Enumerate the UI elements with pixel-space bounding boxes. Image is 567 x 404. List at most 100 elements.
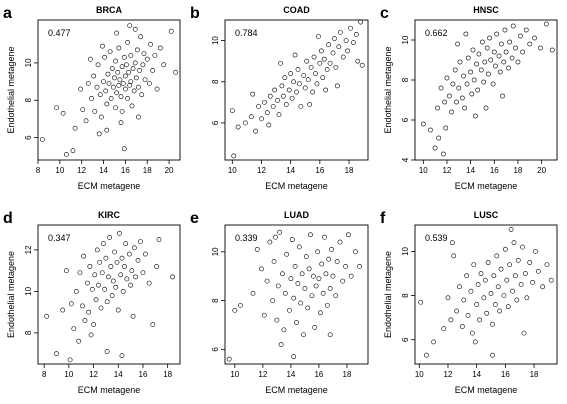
data-point [108, 264, 114, 269]
data-point [80, 107, 86, 112]
data-point [119, 64, 125, 70]
data-point [353, 32, 359, 37]
data-point [330, 273, 336, 279]
y-tick-label: 6 [24, 135, 33, 140]
data-point [154, 86, 160, 92]
y-tick-label: 10 [401, 35, 410, 44]
data-point [321, 56, 327, 62]
data-point [464, 81, 470, 87]
data-point [507, 262, 513, 268]
data-point [457, 284, 462, 290]
data-point [92, 109, 98, 114]
data-point [84, 280, 90, 286]
data-point [118, 120, 124, 126]
data-point [157, 45, 163, 51]
correlation-value: 0.347 [48, 233, 71, 243]
data-point [348, 25, 353, 31]
data-point [128, 53, 134, 58]
data-point [121, 146, 127, 152]
data-point [304, 58, 310, 64]
data-point [114, 90, 120, 96]
data-point [438, 85, 444, 91]
data-point [254, 246, 260, 252]
data-point [343, 38, 349, 43]
y-axis-label: Endothelial metagene [6, 46, 16, 133]
data-point [291, 79, 296, 85]
data-point [119, 255, 125, 261]
data-point [515, 257, 521, 263]
data-point [329, 246, 334, 252]
data-point [514, 297, 520, 303]
data-point [320, 75, 326, 81]
data-point [67, 357, 73, 363]
data-point [357, 264, 362, 269]
x-axis-label: ECM metagene [455, 181, 518, 191]
x-tick-label: 12 [89, 370, 98, 379]
x-axis-label: ECM metagene [78, 181, 141, 191]
data-point [326, 256, 332, 262]
data-point [135, 257, 141, 263]
x-tick-label: 12 [77, 166, 86, 175]
data-point [333, 293, 339, 299]
data-point [478, 271, 484, 276]
data-point [133, 75, 139, 81]
data-point [94, 247, 100, 253]
data-point [103, 255, 109, 261]
x-tick-label: 10 [415, 370, 424, 379]
data-point [282, 75, 288, 81]
data-point [457, 59, 463, 65]
data-point [471, 77, 477, 83]
data-point [431, 339, 437, 345]
correlation-value: 0.784 [235, 28, 258, 38]
y-tick-label: 10 [401, 246, 410, 255]
data-point [105, 71, 111, 77]
data-point [523, 27, 529, 33]
data-point [295, 281, 301, 286]
data-point [452, 67, 458, 73]
data-point [117, 77, 123, 83]
data-point [229, 108, 235, 113]
data-point [89, 286, 95, 292]
data-point [468, 288, 474, 294]
data-point [355, 58, 361, 64]
x-tick-label: 10 [55, 166, 64, 175]
data-point [345, 48, 350, 54]
panel-b: b COAD 0.784 10 12 14 16 18 6 8 10 ECM metagene [190, 5, 369, 191]
data-point [432, 145, 438, 151]
data-point [500, 93, 505, 99]
data-point [494, 31, 500, 37]
panel-letter: c [380, 5, 389, 22]
data-point [129, 103, 135, 109]
data-point [504, 277, 510, 283]
y-tick-label: 10 [211, 36, 220, 45]
data-point [442, 99, 447, 105]
data-point [261, 312, 267, 318]
data-point [119, 353, 125, 359]
data-point [114, 30, 120, 36]
data-point [311, 54, 317, 60]
data-point [102, 54, 108, 60]
data-point [334, 83, 340, 89]
y-tick-label: 10 [211, 247, 220, 256]
data-point [264, 110, 270, 116]
data-point [418, 299, 424, 305]
data-point [110, 84, 116, 90]
data-point [494, 253, 500, 259]
data-point [112, 75, 117, 81]
data-point [472, 113, 478, 119]
data-point [139, 92, 145, 98]
x-tick-label: 14 [286, 166, 295, 175]
y-tick-label: 6 [401, 117, 410, 122]
data-point [521, 330, 527, 336]
data-point [484, 45, 490, 51]
data-point [305, 305, 311, 311]
data-point [60, 307, 66, 313]
data-point [535, 268, 541, 274]
data-point [298, 104, 304, 109]
panel-title: HNSC [473, 5, 499, 15]
correlation-value: 0.539 [425, 233, 448, 243]
panel-title: LUAD [284, 210, 309, 220]
data-point [102, 286, 108, 292]
x-tick-label: 14 [466, 166, 475, 175]
data-point [314, 81, 320, 87]
